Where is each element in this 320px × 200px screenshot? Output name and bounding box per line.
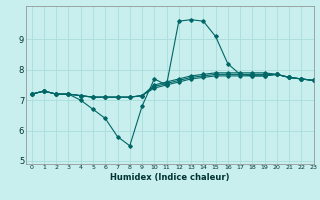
X-axis label: Humidex (Indice chaleur): Humidex (Indice chaleur) [110, 173, 229, 182]
